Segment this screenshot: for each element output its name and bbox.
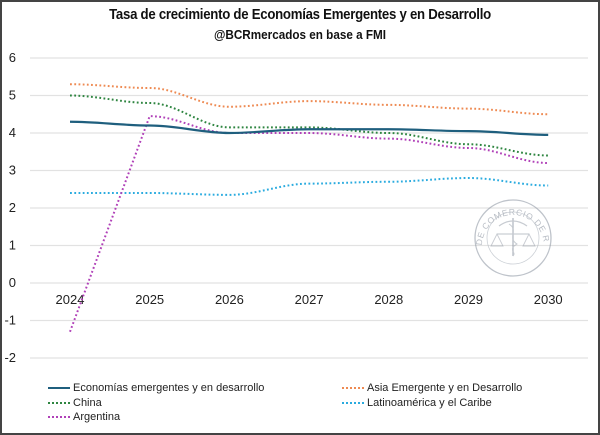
x-tick-label: 2029 [454,292,483,307]
bcr-seal-watermark: BOLSA DE COMERCIO DE ROSARIO [0,0,552,277]
snake-icon [508,223,518,257]
x-tick-label: 2024 [56,292,85,307]
scale-pan-right-icon [522,232,536,247]
x-tick-label: 2025 [135,292,164,307]
y-tick-label: 1 [9,238,16,253]
y-tick-label: -2 [4,350,16,365]
legend-swatch [48,401,70,404]
x-tick-label: 2027 [295,292,324,307]
series-line-asia-emergente-y-en-desarrollo [69,83,549,116]
legend-swatch [48,386,70,389]
legend-item-china: China [48,396,102,409]
y-tick-label: 4 [9,125,16,140]
scale-pan-left-icon [490,232,504,247]
gridlines [30,57,588,359]
x-tick-label: 2026 [215,292,244,307]
y-tick-label: 2 [9,200,16,215]
legend-label: Argentina [73,410,121,423]
legend-swatch [342,386,364,389]
legend-item-asia: Asia Emergente y en Desarrollo [342,381,522,394]
legend-label: China [73,396,102,409]
y-tick-label: -1 [4,313,16,328]
y-tick-label: 5 [9,88,16,103]
seal-outer-ring [474,199,552,277]
y-tick-label: 3 [9,163,16,178]
wings-icon [498,220,528,227]
legend-swatch [48,415,70,418]
series-lines [69,83,549,333]
chart-subtitle: @BCRmercados en base a FMI [213,27,387,42]
legend-label: Economías emergentes y en desarrollo [73,381,265,394]
chart-title: Tasa de crecimiento de Economías Emergen… [109,6,491,23]
legend-item-economias: Economías emergentes y en desarrollo [48,381,264,394]
x-tick-label: 2030 [534,292,563,307]
legend-item-latam: Latinoamérica y el Caribe [342,396,492,409]
y-axis-ticks: -2 -1 0 1 2 3 4 5 6 [4,50,16,365]
legend-swatch [342,401,364,404]
legend-label: Asia Emergente y en Desarrollo [367,381,523,394]
legend-item-argentina: Argentina [48,410,120,423]
series-line-china [69,94,549,157]
seal-inner-ring [486,211,540,265]
x-tick-label: 2028 [374,292,403,307]
y-tick-label: 0 [9,275,16,290]
x-axis-ticks: 2024 2025 2026 2027 2028 2029 2030 [56,292,563,307]
series-line-latinoam-rica-y-el-caribe [70,176,549,196]
y-tick-label: 6 [9,50,16,65]
legend-label: Latinoamérica y el Caribe [367,396,492,409]
